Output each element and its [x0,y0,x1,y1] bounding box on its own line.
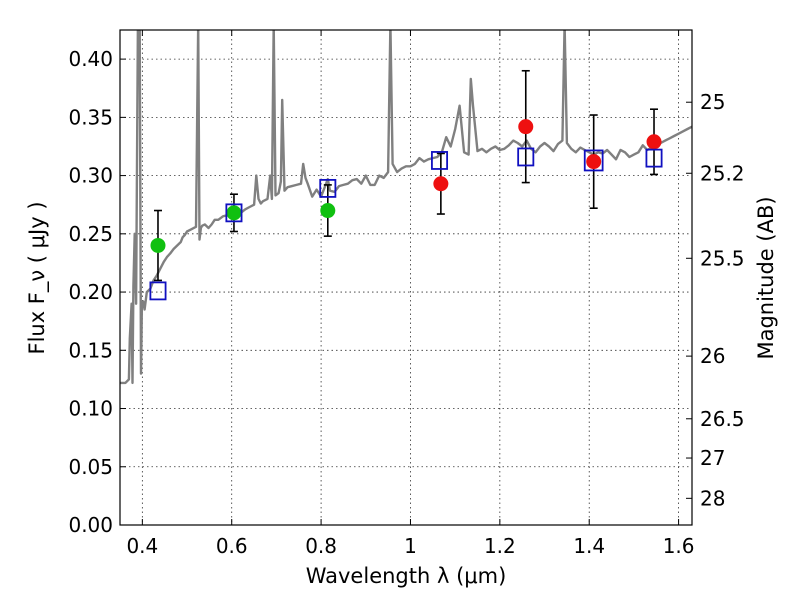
plot-area [120,30,692,385]
model-square-point [517,147,535,167]
model-square-point [149,281,167,301]
x-axis-label: Wavelength λ (μm) [306,564,507,588]
plot-frame [119,29,693,526]
y-axis-right-label: Magnitude (AB) [754,196,778,359]
x-tick-label: 0.8 [305,534,337,558]
y-tick-label: 0.15 [68,338,113,362]
y-tick-label: 0.20 [68,280,113,304]
y-tick-label: 0.10 [68,397,113,421]
grid [120,30,692,526]
y-tick-label: 0.35 [68,105,113,129]
y-axis-label: Flux F_ν ( μJy ) [25,201,50,354]
x-tick-label: 0.4 [126,534,158,558]
model-square-point [431,151,449,170]
right-tick-label: 25 [700,90,725,114]
right-tick-label: 28 [700,486,725,510]
right-tick-label: 26.5 [700,407,745,431]
spectrum-line [120,30,692,385]
x-tick-label: 1.4 [573,534,605,558]
right-tick-label: 25.5 [700,246,745,270]
green-data-point [320,203,336,219]
y-tick-label: 0.00 [68,513,113,537]
y-tick-label: 0.30 [68,164,113,188]
axes: 0.4 0.6 0.8 1 1.2 1.4 1.6 0.00 0.05 0.10 0.15 0.20 0… [68,30,745,558]
model-square-point [583,149,604,172]
red-data-point [433,176,449,192]
red-data-point [646,134,662,150]
right-tick-label: 26 [700,344,725,368]
red-data-point [586,154,602,170]
model-square-point [225,203,243,223]
x-tick-label: 1 [404,534,417,558]
y-tick-label: 0.25 [68,222,113,246]
right-tick-label: 25.2 [700,161,745,185]
green-data-point [226,205,242,221]
model-square-point [645,148,663,168]
x-tick-label: 1.6 [663,534,695,558]
x-tick-label: 0.6 [216,534,248,558]
red-data-point [518,119,534,135]
x-tick-label: 1.2 [484,534,516,558]
green-data-point [150,237,166,253]
model-square-point [319,178,337,198]
right-tick-label: 27 [700,446,725,470]
y-tick-label: 0.05 [68,455,113,479]
y-tick-label: 0.40 [68,47,113,71]
